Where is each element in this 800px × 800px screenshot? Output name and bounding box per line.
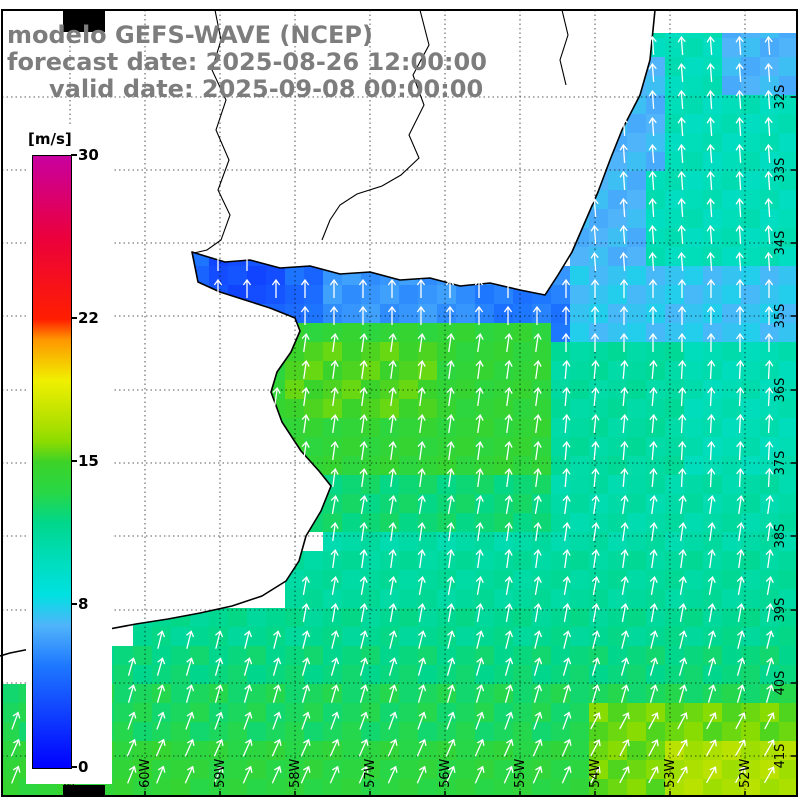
rivers xyxy=(193,9,569,254)
colorbar-tick-label: 8 xyxy=(78,594,89,613)
wave-field-cells xyxy=(2,33,797,795)
colorbar: [m/s] 30 22 15 8 0 xyxy=(26,124,112,784)
model-title: modelo GEFS-WAVE (NCEP) xyxy=(7,21,373,49)
lat-label: 32S xyxy=(773,85,788,110)
colorbar-tick-label: 0 xyxy=(78,758,89,776)
colorbar-tick-label: 22 xyxy=(78,309,99,328)
lat-label: 39S xyxy=(773,598,788,623)
lon-label: 56W xyxy=(438,758,453,788)
lon-label: 54W xyxy=(588,758,603,788)
grid-lines xyxy=(2,10,797,796)
lat-label: 33S xyxy=(773,158,788,183)
map-frame xyxy=(1,9,798,797)
colorbar-gradient xyxy=(32,155,72,769)
colorbar-tick-mark xyxy=(71,154,77,156)
lat-label: 35S xyxy=(773,304,788,329)
forecast-date-line: forecast date: 2025-08-26 12:00:00 xyxy=(7,48,487,76)
lat-label: 34S xyxy=(773,231,788,256)
lat-label: 37S xyxy=(773,451,788,476)
wind-direction-arrows xyxy=(10,35,775,784)
land-mask xyxy=(0,10,655,656)
coastline xyxy=(0,9,656,657)
colorbar-unit-label: [m/s] xyxy=(28,130,72,148)
lon-label: 55W xyxy=(513,758,528,788)
colorbar-tick-mark xyxy=(71,602,77,605)
colorbar-tick-mark xyxy=(71,460,77,462)
colorbar-tick-label: 30 xyxy=(78,146,99,164)
lat-label: 41S xyxy=(773,744,788,769)
lat-label: 36S xyxy=(773,378,788,403)
lon-axis-labels: 61W60W59W58W57W56W55W54W53W52W xyxy=(63,758,753,788)
colorbar-tick-mark xyxy=(71,766,77,768)
lon-label: 60W xyxy=(138,758,153,788)
lon-label: 57W xyxy=(363,758,378,788)
valid-date-line: valid date: 2025-09-08 00:00:00 xyxy=(49,75,484,103)
lon-label: 58W xyxy=(288,758,303,788)
lat-axis-labels: 32S 33S 34S 35S 36S 37S 38S 39S 40S 41S xyxy=(773,85,788,769)
lat-label: 40S xyxy=(773,671,788,696)
forecast-title-block: modelo GEFS-WAVE (NCEP) forecast date: 2… xyxy=(7,22,487,103)
lon-label: 53W xyxy=(663,758,678,788)
lon-label: 52W xyxy=(738,758,753,788)
colorbar-tick-mark xyxy=(71,317,77,320)
lon-label: 59W xyxy=(213,758,228,788)
colorbar-tick-label: 15 xyxy=(78,452,99,470)
lat-label: 38S xyxy=(773,524,788,549)
